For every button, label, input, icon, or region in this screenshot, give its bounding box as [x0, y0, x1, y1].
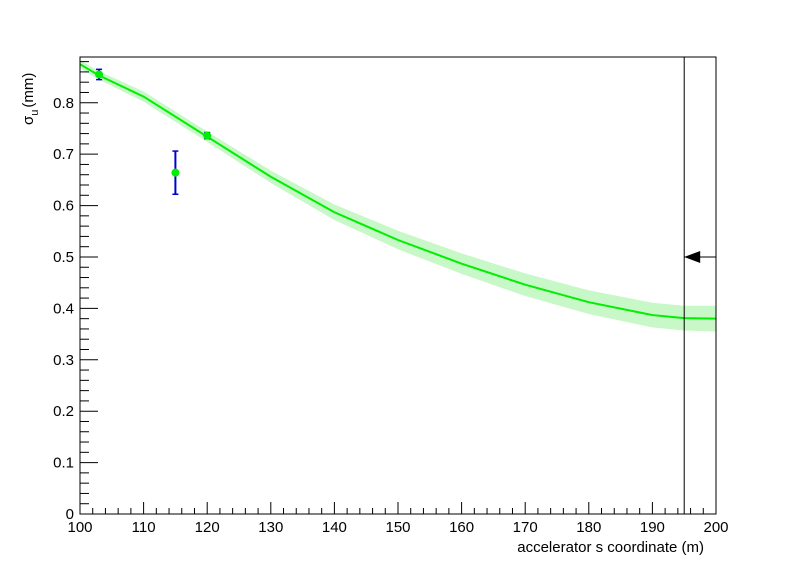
y-tick-label: 0.4	[53, 300, 74, 317]
data-point	[203, 131, 212, 140]
y-tick-label: 0.2	[53, 403, 74, 420]
arrow-head	[684, 250, 701, 263]
data-point	[95, 70, 104, 79]
data-point-group	[95, 68, 104, 81]
y-label-unit: (mm)	[20, 73, 37, 108]
y-tick-label: 0.7	[53, 146, 74, 163]
x-tick-label: 150	[385, 519, 410, 536]
x-tick-label: 110	[132, 519, 156, 536]
x-tick-label: 190	[640, 519, 665, 536]
fit-line	[79, 63, 717, 320]
x-tick-label: 160	[449, 519, 474, 536]
data-point-group	[203, 131, 212, 140]
x-tick-label: 200	[703, 519, 728, 536]
y-tick-label: 0.3	[53, 352, 74, 369]
data-point	[171, 168, 180, 177]
x-tick-label: 180	[576, 519, 601, 536]
y-tick-label: 0.8	[53, 95, 74, 112]
y-label-symbol: σ	[20, 115, 37, 125]
y-tick-label: 0	[66, 506, 74, 523]
y-label-subscript: u	[29, 110, 41, 116]
x-tick-label: 120	[195, 519, 220, 536]
y-tick-label: 0.5	[53, 249, 74, 266]
x-tick-label: 100	[67, 519, 92, 536]
x-tick-label: 130	[258, 519, 283, 536]
x-tick-label: 140	[322, 519, 347, 536]
data-point-group	[171, 150, 180, 196]
x-tick-label: 170	[513, 519, 538, 536]
error-band	[80, 60, 716, 332]
y-tick-label: 0.6	[53, 198, 74, 215]
x-axis-label: accelerator s coordinate (m)	[517, 539, 704, 556]
y-axis-label: σu (mm)	[20, 73, 41, 125]
y-tick-label: 0.1	[53, 455, 74, 472]
